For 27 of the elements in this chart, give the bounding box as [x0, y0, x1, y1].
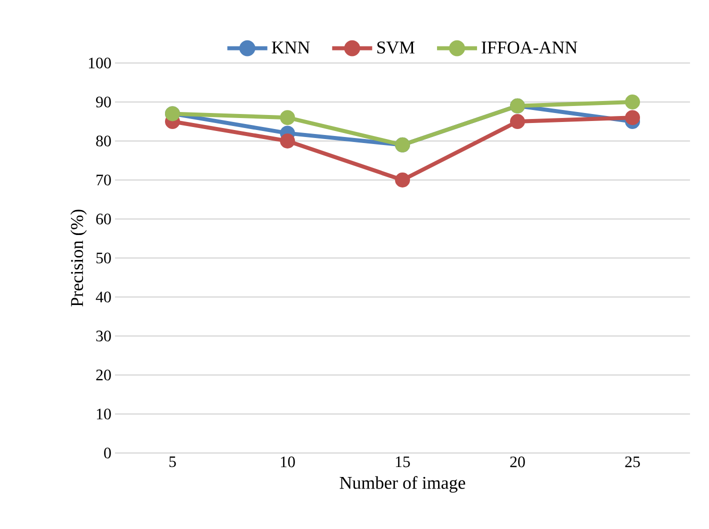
point [280, 110, 296, 126]
y-tick-label: 20 [96, 370, 111, 380]
x-tick-label: 5 [169, 456, 176, 468]
y-tick-label: 30 [96, 330, 111, 342]
y-tick-label: 80 [96, 136, 111, 146]
y-tick-label: 100 [88, 58, 111, 68]
point [625, 94, 640, 110]
y-axis-title: Precision (%) [70, 210, 87, 307]
point [280, 133, 296, 148]
legend-label: SVM [377, 42, 415, 54]
point [625, 110, 640, 126]
y-tick-label: 10 [96, 408, 111, 420]
y-tick-label: 0 [104, 448, 111, 458]
point [510, 114, 526, 129]
legend-label: IFFOA-ANN [482, 42, 578, 54]
y-tick-label: 40 [96, 292, 111, 302]
y-tick-label: 90 [96, 96, 111, 108]
y-tick-label: 70 [96, 174, 111, 186]
x-tick-label: 20 [510, 456, 525, 468]
x-tick-label: 10 [280, 456, 295, 468]
x-axis-title: Number of image [340, 476, 466, 493]
point [395, 172, 410, 188]
x-tick-label: 25 [625, 456, 640, 468]
x-tick-label: 15 [396, 456, 410, 468]
y-tick-label: 50 [96, 252, 111, 264]
legend-label: KNN [272, 42, 310, 54]
y-tick-label: 60 [96, 214, 111, 224]
